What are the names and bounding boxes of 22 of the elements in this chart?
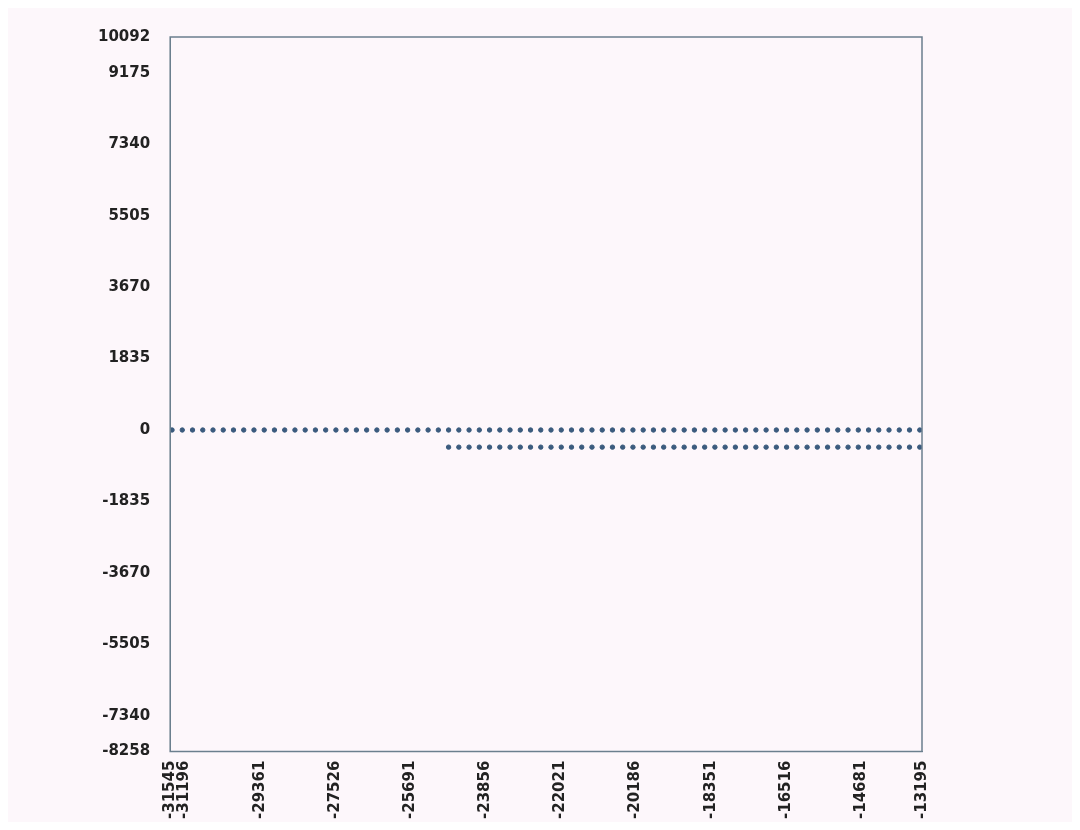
x-tick-label: -22021 [550, 760, 569, 820]
x-tick-label: -23856 [475, 760, 494, 820]
y-tick-label: 7340 [108, 134, 151, 153]
x-tick-label: -16516 [775, 760, 794, 820]
y-tick-label: 3670 [108, 276, 151, 295]
x-tick-label: -27526 [324, 760, 343, 820]
x-tick-label: -20186 [625, 760, 644, 820]
x-tick-label: -29361 [249, 760, 268, 820]
y-tick-label: -3670 [102, 562, 151, 581]
x-tick-label: -14681 [851, 760, 870, 820]
y-tick-label: 10092 [98, 26, 151, 45]
y-tick-label: -7340 [102, 705, 151, 724]
y-tick-label: -8258 [102, 741, 151, 760]
y-tick-label: -1835 [102, 491, 151, 510]
y-tick-label: 9175 [108, 62, 151, 81]
x-tick-label: -13195 [911, 760, 930, 820]
y-tick-label: 1835 [108, 348, 151, 367]
y-tick-label: -5505 [102, 634, 151, 653]
y-tick-label: 5505 [108, 205, 151, 224]
y-tick-label: 0 [139, 419, 151, 438]
x-tick-label: -25691 [399, 760, 418, 820]
x-tick-label: -18351 [700, 760, 719, 820]
